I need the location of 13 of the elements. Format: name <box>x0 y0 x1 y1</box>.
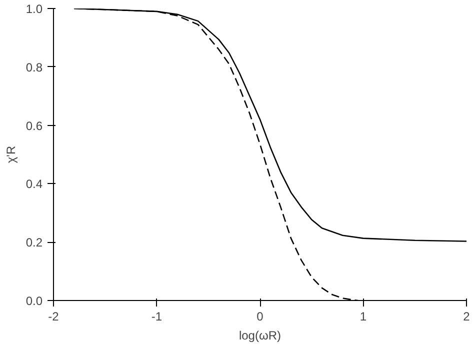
y-tick-label: 0.2 <box>26 236 43 250</box>
y-tick-label: 1.0 <box>26 2 43 16</box>
x-axis-title: log(ωR) <box>238 328 282 342</box>
y-tick-label: 0.4 <box>26 177 43 192</box>
x-tick-label: -2 <box>48 310 60 324</box>
x-tick-label: 1 <box>360 310 367 324</box>
x-tick-label: 0 <box>256 310 264 324</box>
x-tick-label: -1 <box>151 310 162 324</box>
y-axis-title: χ'R <box>4 146 18 164</box>
x-tick-label: 2 <box>463 310 470 324</box>
y-tick-label: 0.6 <box>26 118 43 133</box>
y-tick-label: 0.8 <box>26 60 43 74</box>
y-tick-label: 0.0 <box>26 294 43 308</box>
